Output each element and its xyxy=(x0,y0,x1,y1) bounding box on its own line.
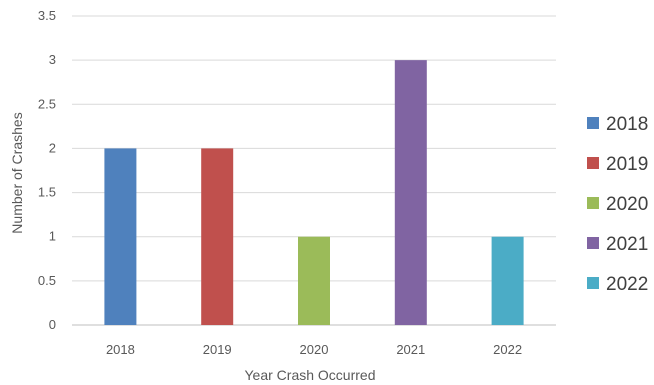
legend-swatch-2021 xyxy=(587,237,599,249)
y-tick-label: 0.5 xyxy=(38,273,56,288)
x-axis-title: Year Crash Occurred xyxy=(245,367,376,383)
y-tick-label: 0 xyxy=(49,317,56,332)
y-axis-title: Number of Crashes xyxy=(9,112,25,233)
legend-swatch-2018 xyxy=(587,117,599,129)
y-tick-label: 2 xyxy=(49,140,56,155)
legend-label-2021: 2021 xyxy=(606,234,648,255)
legend-label-2018: 2018 xyxy=(606,114,648,135)
legend-swatch-2019 xyxy=(587,157,599,169)
x-tick-label: 2018 xyxy=(106,342,135,357)
legend-swatch-2022 xyxy=(587,277,599,289)
x-tick-label: 2020 xyxy=(300,342,329,357)
x-tick-label: 2021 xyxy=(396,342,425,357)
legend-swatch-2020 xyxy=(587,197,599,209)
x-axis-ticks: 2018 2019 2020 2021 2022 xyxy=(106,342,522,357)
x-tick-label: 2022 xyxy=(493,342,522,357)
y-tick-label: 2.5 xyxy=(38,96,56,111)
bar-2018 xyxy=(104,148,137,325)
bar-2020 xyxy=(298,236,330,325)
y-tick-label: 1.5 xyxy=(38,185,56,200)
bar-2021 xyxy=(394,60,427,326)
bars xyxy=(104,60,524,326)
bar-2019 xyxy=(201,148,234,325)
x-tick-label: 2019 xyxy=(203,342,232,357)
legend-label-2022: 2022 xyxy=(606,274,648,295)
legend: 2018 2019 2020 2021 2022 xyxy=(587,114,648,295)
y-tick-label: 3 xyxy=(49,52,56,67)
bar-2022 xyxy=(491,236,524,325)
y-tick-label: 3.5 xyxy=(38,8,56,23)
y-tick-label: 1 xyxy=(49,229,56,244)
legend-label-2020: 2020 xyxy=(606,194,648,215)
legend-label-2019: 2019 xyxy=(606,154,648,175)
y-axis-ticks: 0 0.5 1 1.5 2 2.5 3 3.5 xyxy=(38,8,56,332)
